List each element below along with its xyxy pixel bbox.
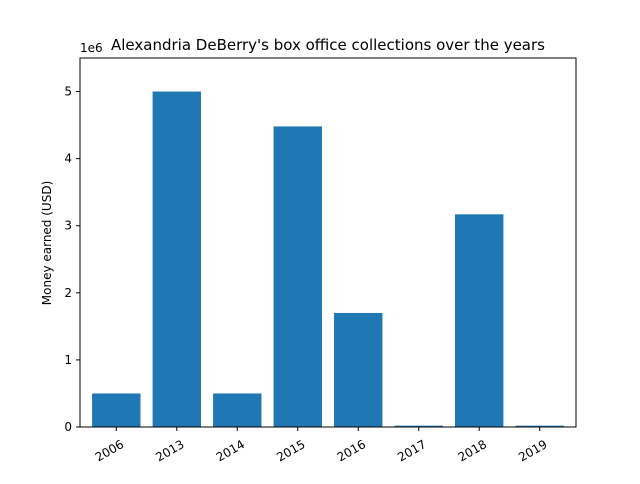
y-axis-label: Money earned (USD): [40, 181, 54, 305]
bar-2019: [515, 425, 564, 427]
y-tick-label: 1: [64, 353, 72, 367]
y-tick-label: 0: [64, 420, 72, 434]
y-tick-label: 2: [64, 286, 72, 300]
y-tick-label: 4: [64, 152, 72, 166]
bar-2016: [334, 312, 383, 427]
bar-2015: [273, 126, 322, 428]
y-tick-label: 5: [64, 85, 72, 99]
bar-2017: [394, 425, 443, 427]
plot-frame: [79, 57, 577, 428]
bar-2018: [455, 214, 504, 427]
y-axis-scale-label: 1e6: [80, 41, 103, 55]
bar-2006: [92, 393, 141, 427]
y-tick-label: 3: [64, 219, 72, 233]
y-axis-ticks: 0 1 2 3 4 5: [64, 85, 80, 434]
bar-2013: [152, 91, 201, 428]
bar-2014: [213, 393, 262, 427]
bars-group: [92, 91, 564, 428]
chart-title: Alexandria DeBerry's box office collecti…: [111, 36, 545, 54]
